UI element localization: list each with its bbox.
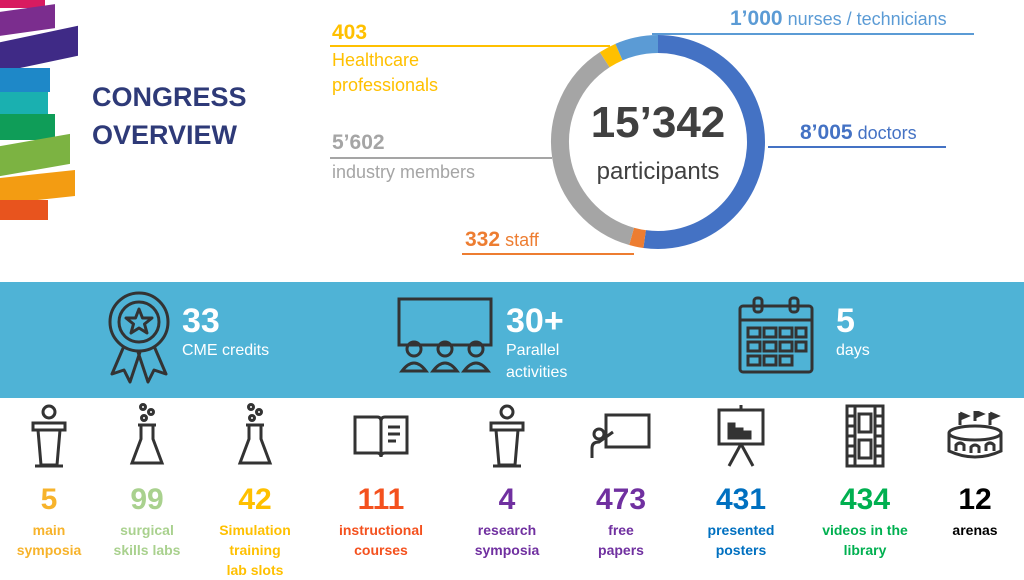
key-fact-value: 33 [182,302,220,340]
stat-value: 434 [839,483,891,516]
book-icon [326,400,436,472]
healthcare-count: 403 [332,21,368,44]
presenter-board-icon [566,400,676,472]
key-fact-label: days [836,342,870,359]
stat-value: 473 [595,483,647,516]
healthcare-text-1: Healthcare [332,50,420,70]
stat-value: 42 [238,483,272,516]
donut-segment [551,52,635,246]
stat-label: posters [715,542,767,558]
label-doctors: 8’005 doctors [800,120,917,146]
stat-item: 99 surgical skills labs [92,400,202,560]
key-fact-cme: 33 CME credits [182,302,269,362]
key-fact-label: Parallel [506,342,560,359]
stat-label: training [229,542,281,558]
key-fact-days: 5 days [836,302,870,362]
donut-segment [629,227,647,249]
donut-segment [615,35,659,61]
donut-segment [643,35,765,249]
donut-total: 15’342 [590,98,726,147]
calendar-icon [738,296,814,374]
key-fact-value: 5 [836,302,855,340]
stat-label: free [608,522,634,538]
podium-icon [452,400,562,472]
stat-value: 431 [715,483,767,516]
stat-item: 5 main symposia [0,400,104,560]
stat-item: 434 videos in the library [810,400,920,560]
stat-label: lab slots [226,562,284,578]
stat-label: skills labs [113,542,181,558]
stat-label: symposia [474,542,540,558]
stat-item: 12 arenas [920,400,1024,540]
leader-staff [462,253,634,255]
stat-label: research [477,522,537,538]
industry-text: industry members [332,162,476,182]
film-strip-icon [810,400,920,472]
stat-item: 4 research symposia [452,400,562,560]
stat-label: courses [354,542,408,558]
stat-label: videos in the [822,522,908,538]
stat-value: 99 [130,483,164,516]
key-facts-band [0,282,1024,398]
award-ribbon-icon [108,291,170,384]
nurses-count: 1’000 [730,7,783,30]
stat-label: Simulation [219,522,291,538]
stat-item: 111 instructional courses [326,400,436,560]
stat-value: 12 [958,483,992,516]
stat-label: library [843,542,887,558]
podium-icon [0,400,104,472]
doctors-text: doctors [857,123,917,143]
label-staff: 332 staff [465,227,539,253]
easel-chart-icon [686,400,796,472]
stat-label: surgical [120,522,174,538]
stat-label: main [32,522,66,538]
stat-label: papers [598,542,644,558]
stat-item: 473 free papers [566,400,676,560]
label-nurses: 1’000 nurses / technicians [730,6,947,32]
label-healthcare: 403 Healthcare professionals [332,20,438,98]
flask-icon [92,400,202,472]
doctors-count: 8’005 [800,121,853,144]
leader-healthcare [330,45,610,47]
stat-label: presented [707,522,775,538]
key-fact-label-2: activities [506,364,568,381]
stat-value: 111 [357,483,405,516]
stat-item: 42 Simulation training lab slots [200,400,310,580]
title-line-2: OVERVIEW [92,120,238,150]
industry-count: 5’602 [332,131,385,154]
donut-total-label: participants [596,158,720,185]
stadium-icon [920,400,1024,472]
leader-doctors [768,146,946,148]
healthcare-text-2: professionals [332,75,439,95]
title-line-1: CONGRESS [92,82,247,112]
staff-count: 332 [465,228,501,251]
page-title: CONGRESS OVERVIEW [92,78,247,154]
stat-label: arenas [952,522,998,538]
stat-value: 5 [40,483,58,516]
stat-label: symposia [16,542,82,558]
stat-value: 4 [498,483,516,516]
leader-industry [330,157,552,159]
flask-icon [200,400,310,472]
key-fact-value: 30+ [506,302,564,340]
staff-text: staff [505,230,539,250]
label-industry: 5’602 industry members [332,130,475,185]
leader-nurses [652,33,974,35]
stat-item: 431 presented posters [686,400,796,560]
key-fact-label: CME credits [182,342,270,359]
audience-screen-icon [397,297,493,373]
donut-segment [599,43,623,68]
stat-label: instructional [338,522,423,538]
nurses-text: nurses / technicians [787,9,947,29]
key-fact-parallel: 30+ Parallel activities [506,302,567,384]
